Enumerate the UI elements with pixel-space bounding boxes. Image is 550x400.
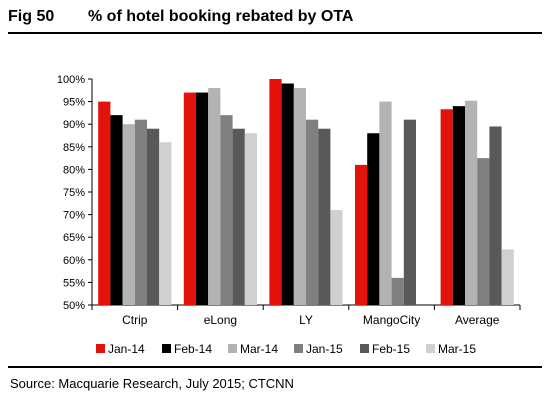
legend-label: Feb-15 — [372, 342, 410, 356]
bar — [110, 115, 123, 305]
bar — [281, 83, 294, 306]
figure-number: Fig 50 — [8, 8, 55, 25]
y-tick-label: 95% — [63, 97, 85, 109]
legend-swatch — [294, 344, 303, 353]
legend-label: Mar-14 — [240, 342, 278, 356]
figure-header: Fig 50 % of hotel booking rebated by OTA — [8, 6, 542, 34]
bar — [330, 210, 343, 305]
bar — [501, 249, 514, 305]
y-tick-label: 80% — [63, 164, 85, 176]
bar — [220, 115, 233, 305]
legend-swatch — [96, 344, 105, 353]
legend-label: Jan-14 — [108, 342, 145, 356]
bar — [477, 158, 490, 305]
y-tick-label: 100% — [57, 74, 85, 86]
bar — [293, 88, 306, 305]
y-tick-label: 90% — [63, 119, 85, 131]
bar — [147, 128, 160, 305]
figure-source: Source: Macquarie Research, July 2015; C… — [8, 366, 542, 396]
figure-title: % of hotel booking rebated by OTA — [88, 8, 354, 25]
bar — [122, 124, 135, 305]
bar — [196, 92, 209, 305]
bar — [355, 164, 368, 305]
legend-swatch — [228, 344, 237, 353]
bar — [367, 133, 380, 305]
y-tick-label: 60% — [63, 255, 85, 267]
x-tick-label: LY — [299, 313, 313, 327]
legend-label: Feb-14 — [174, 342, 212, 356]
y-tick-label: 50% — [63, 300, 85, 312]
bar — [232, 128, 245, 305]
legend-label: Jan-15 — [306, 342, 343, 356]
legend-label: Mar-15 — [438, 342, 476, 356]
y-tick-label: 55% — [63, 277, 85, 289]
source-text: Source: Macquarie Research, July 2015; C… — [10, 376, 294, 391]
bar — [465, 100, 478, 305]
bar — [244, 133, 257, 305]
bar — [208, 88, 221, 305]
x-tick-label: Average — [455, 313, 500, 327]
bar — [440, 109, 453, 305]
bar — [318, 128, 331, 305]
y-tick-label: 75% — [63, 187, 85, 199]
y-tick-label: 70% — [63, 210, 85, 222]
bar — [134, 119, 147, 306]
bar — [159, 142, 172, 305]
y-tick-label: 85% — [63, 142, 85, 154]
bar — [98, 101, 111, 305]
bar — [183, 92, 196, 305]
legend-swatch — [360, 344, 369, 353]
x-tick-label: eLong — [204, 313, 237, 327]
bar — [391, 277, 404, 305]
bar — [269, 79, 282, 305]
bar — [452, 106, 465, 306]
y-tick-label: 65% — [63, 232, 85, 244]
legend-swatch — [426, 344, 435, 353]
legend-swatch — [162, 344, 171, 353]
bar — [489, 126, 502, 306]
x-tick-label: MangoCity — [363, 313, 420, 327]
plot-area: 50% 55% 60% 65% 70% 75% 80% 85% 90% 95% 100% Ctrip e… — [57, 74, 521, 356]
bar — [403, 119, 416, 306]
x-tick-label: Ctrip — [122, 313, 148, 327]
bar — [379, 101, 392, 305]
bar — [306, 119, 319, 306]
